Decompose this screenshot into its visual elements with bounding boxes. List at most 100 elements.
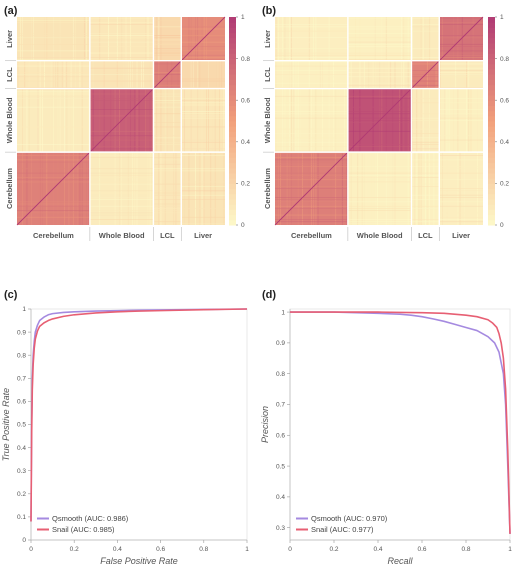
colorbar-segment [229, 110, 236, 117]
x-tick-label: 0.6 [417, 546, 426, 553]
colorbar-segment [488, 126, 495, 132]
panel-label-c: (c) [4, 289, 18, 301]
colorbar-segment [229, 58, 236, 65]
y-tick-label: 0.3 [17, 468, 26, 475]
colorbar-segment [229, 167, 236, 174]
x-group-label: Liver [452, 231, 470, 240]
legend-entry: Qsmooth (AUC: 0.986) [52, 514, 129, 523]
y-tick-label: 0.5 [276, 463, 285, 470]
colorbar-segment [229, 32, 236, 39]
colorbar-segment [488, 79, 495, 86]
colorbar-segment [488, 178, 495, 184]
colorbar-segment [229, 95, 236, 101]
colorbar-segment [488, 193, 495, 200]
colorbar-segment [229, 17, 236, 23]
x-tick-label: 0.4 [113, 546, 122, 553]
colorbar-segment [488, 152, 495, 158]
colorbar-segment [229, 48, 236, 54]
colorbar-tick-label: 0.4 [241, 139, 250, 146]
colorbar-segment [488, 110, 495, 117]
x-group-label: LCL [418, 231, 433, 240]
colorbar-tick-label: 1 [500, 14, 504, 21]
x-group-label: Whole Blood [357, 231, 403, 240]
colorbar-segment [488, 131, 495, 138]
colorbar-segment [229, 84, 236, 91]
heatmap-block [181, 88, 225, 153]
colorbar-segment [229, 115, 236, 122]
colorbar-segment [488, 74, 495, 80]
heatmap-block [181, 60, 225, 89]
y-group-label: LCL [263, 67, 272, 82]
series-line [290, 311, 511, 534]
y-tick-label: 0.8 [17, 352, 26, 359]
y-group-label: Cerebellum [5, 168, 14, 209]
y-group-label: Liver [5, 30, 14, 48]
colorbar-tick-label: 0.4 [500, 139, 509, 146]
heatmap-block [275, 17, 348, 61]
plot-area [30, 308, 248, 541]
colorbar-segment [488, 100, 495, 106]
y-tick-label: 1 [22, 306, 26, 313]
y-group-label: Whole Blood [5, 97, 14, 143]
colorbar-tick-label: 0.8 [241, 56, 250, 63]
colorbar-segment [488, 147, 495, 153]
y-tick-label: 0.9 [17, 329, 26, 336]
heatmap-block [181, 152, 225, 225]
colorbar-segment [229, 79, 236, 86]
colorbar-segment [488, 22, 495, 28]
colorbar-segment [229, 141, 236, 148]
y-axis-title: True Positive Rate [1, 388, 11, 461]
y-tick-label: 0 [22, 537, 26, 544]
colorbar-tick-label: 0.2 [241, 181, 250, 188]
x-tick-label: 0.6 [156, 546, 165, 553]
colorbar-segment [488, 136, 495, 143]
colorbar-segment [488, 105, 495, 112]
y-tick-label: 0.1 [17, 514, 26, 521]
colorbar-segment [488, 173, 495, 179]
heatmap-block [347, 152, 412, 225]
colorbar-segment [229, 74, 236, 80]
legend-entry: Snail (AUC: 0.977) [311, 525, 374, 534]
x-tick-label: 0.2 [329, 546, 338, 553]
y-tick-label: 0.4 [276, 494, 285, 501]
series-line [30, 308, 248, 522]
colorbar-segment [488, 43, 495, 49]
pr-panel-d: 0 0.2 0.4 0.6 0.8 1 0.3 0.4 0.5 0.6 0.7 0.8 0.9 1 Reca… [260, 308, 512, 566]
y-tick-label: 0.6 [17, 399, 26, 406]
colorbar-segment [488, 27, 495, 34]
y-group-label: Cerebellum [263, 168, 272, 209]
colorbar-segment [488, 89, 495, 96]
x-tick-label: 0.8 [461, 546, 470, 553]
colorbar-segment [488, 157, 495, 164]
colorbar-segment [488, 121, 495, 127]
x-group-label: Cerebellum [33, 231, 74, 240]
y-group-label: Whole Blood [263, 97, 272, 143]
colorbar-segment [229, 193, 236, 200]
colorbar-segment [229, 37, 236, 44]
colorbar-segment [229, 209, 236, 216]
colorbar-tick-label: 1 [241, 14, 245, 21]
colorbar-segment [488, 95, 495, 101]
x-tick-label: 0 [29, 546, 33, 553]
panel-label-d: (d) [262, 289, 276, 301]
colorbar-segment [488, 32, 495, 39]
colorbar-tick-label: 0 [500, 222, 504, 229]
colorbar-tick-label: 0.2 [500, 181, 509, 188]
colorbar-segment [229, 157, 236, 164]
x-tick-label: 1 [245, 546, 249, 553]
roc-panel-c: 0 0.2 0.4 0.6 0.8 1 0 0.1 0.2 0.3 0.4 0.5 0.6 0.7 0.8 0… [1, 306, 249, 566]
colorbar-segment [229, 136, 236, 143]
colorbar-segment [229, 63, 236, 70]
colorbar-segment [488, 183, 495, 190]
colorbar-segment [488, 58, 495, 65]
x-axis-title: Recall [387, 556, 413, 566]
colorbar-segment [488, 204, 495, 210]
colorbar-segment [488, 141, 495, 148]
colorbar-segment [488, 53, 495, 60]
y-tick-label: 0.3 [276, 525, 285, 532]
colorbar-tick-label: 0.8 [500, 56, 509, 63]
colorbar-segment [229, 69, 236, 75]
x-tick-label: 0.4 [373, 546, 382, 553]
x-tick-label: 0.2 [70, 546, 79, 553]
